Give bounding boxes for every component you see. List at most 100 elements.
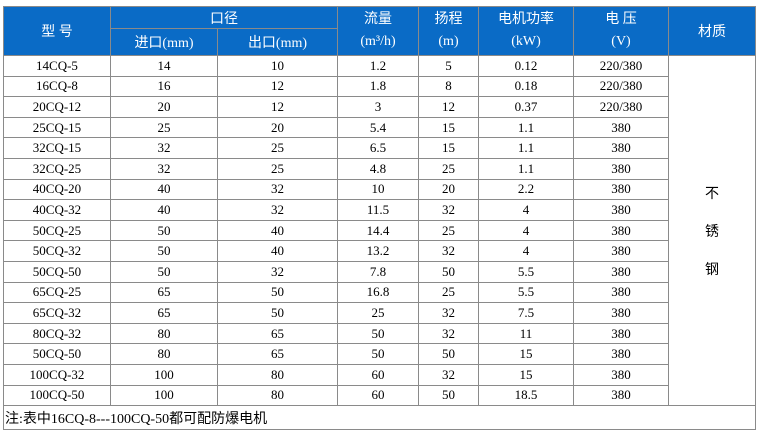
table-row: 16CQ-8 16 12 1.8 8 0.18 220/380 [3, 75, 756, 98]
material-char: 钢 [705, 262, 719, 278]
cell-model: 50CQ-50 [3, 260, 111, 283]
cell-inlet: 65 [110, 302, 218, 324]
cell-model: 14CQ-5 [3, 55, 111, 77]
header-flow-unit: (m³/h) [360, 33, 396, 49]
cell-head: 8 [418, 75, 479, 98]
cell-model: 40CQ-20 [3, 178, 111, 201]
cell-model: 50CQ-32 [3, 240, 111, 262]
table-row: 65CQ-32 65 50 25 32 7.5 380 [3, 302, 756, 324]
header-voltage-unit: (V) [611, 33, 631, 49]
cell-head: 15 [418, 116, 479, 139]
header-head-unit: (m) [438, 33, 459, 49]
cell-flow: 4.8 [337, 157, 419, 180]
header-power-unit: (kW) [511, 33, 541, 49]
cell-flow: 14.4 [337, 219, 419, 242]
cell-inlet: 25 [110, 116, 218, 139]
note-text: 注:表中16CQ-8---100CQ-50都可配防爆电机 [3, 405, 756, 431]
cell-voltage: 380 [573, 240, 669, 262]
cell-head: 32 [418, 199, 479, 221]
cell-outlet: 32 [217, 260, 338, 283]
cell-flow: 5.4 [337, 116, 419, 139]
cell-model: 16CQ-8 [3, 75, 111, 98]
cell-flow: 16.8 [337, 281, 419, 304]
cell-outlet: 40 [217, 219, 338, 242]
table-row: 50CQ-25 50 40 14.4 25 4 380 [3, 219, 756, 242]
table-row: 40CQ-20 40 32 10 20 2.2 380 [3, 178, 756, 201]
table-row: 20CQ-12 20 12 3 12 0.37 220/380 [3, 96, 756, 118]
table-row: 100CQ-32 100 80 60 32 15 380 [3, 363, 756, 386]
cell-outlet: 25 [217, 137, 338, 159]
table-footer: 注:表中16CQ-8---100CQ-50都可配防爆电机 [3, 405, 756, 431]
cell-head: 12 [418, 96, 479, 118]
header-power-label: 电机功率 [498, 11, 554, 27]
cell-model: 40CQ-32 [3, 199, 111, 221]
cell-voltage: 220/380 [573, 96, 669, 118]
cell-inlet: 65 [110, 281, 218, 304]
cell-flow: 11.5 [337, 199, 419, 221]
cell-voltage: 380 [573, 281, 669, 304]
cell-power: 0.37 [478, 96, 574, 118]
cell-voltage: 380 [573, 178, 669, 201]
cell-flow: 50 [337, 343, 419, 365]
cell-flow: 25 [337, 302, 419, 324]
table-body: 14CQ-5 14 10 1.2 5 0.12 220/380 不锈钢 16CQ-8 16 12 1.… [3, 54, 756, 407]
table-row: 50CQ-50 50 32 7.8 50 5.5 380 [3, 260, 756, 283]
table-row: 32CQ-25 32 25 4.8 25 1.1 380 [3, 157, 756, 180]
cell-outlet: 50 [217, 281, 338, 304]
cell-model: 65CQ-25 [3, 281, 111, 304]
cell-voltage: 380 [573, 302, 669, 324]
cell-voltage: 380 [573, 343, 669, 365]
cell-voltage: 380 [573, 363, 669, 386]
header-row-2: 进口(mm) 出口(mm) [4, 28, 756, 56]
cell-head: 50 [418, 343, 479, 365]
cell-inlet: 50 [110, 240, 218, 262]
header-model: 型 号 [3, 6, 111, 56]
cell-inlet: 80 [110, 322, 218, 345]
header-flow-label: 流量 [364, 11, 392, 27]
header-row-1: 型 号 口径 流量 (m³/h) 扬程 (m) 电机功率 (kW) 电 压 (V… [3, 6, 756, 56]
cell-outlet: 50 [217, 302, 338, 324]
cell-outlet: 65 [217, 322, 338, 345]
cell-outlet: 80 [217, 384, 338, 407]
cell-voltage: 220/380 [573, 55, 669, 77]
cell-power: 15 [478, 363, 574, 386]
cell-power: 5.5 [478, 281, 574, 304]
material-char: 不 [705, 186, 719, 202]
cell-outlet: 25 [217, 157, 338, 180]
cell-power: 4 [478, 219, 574, 242]
header-inlet: 进口(mm) [110, 28, 218, 56]
cell-outlet: 20 [217, 116, 338, 139]
cell-voltage: 220/380 [573, 75, 669, 98]
cell-model: 20CQ-12 [3, 96, 111, 118]
cell-head: 25 [418, 157, 479, 180]
header-diameter: 口径 [110, 6, 338, 29]
cell-model: 32CQ-15 [3, 137, 111, 159]
cell-flow: 3 [337, 96, 419, 118]
cell-power: 0.18 [478, 75, 574, 98]
cell-outlet: 32 [217, 178, 338, 201]
table-row: 50CQ-32 50 40 13.2 32 4 380 [3, 240, 756, 262]
cell-inlet: 100 [110, 363, 218, 386]
cell-inlet: 16 [110, 75, 218, 98]
cell-voltage: 380 [573, 116, 669, 139]
cell-flow: 6.5 [337, 137, 419, 159]
header-head: 扬程 (m) [418, 6, 479, 56]
table-row: 14CQ-5 14 10 1.2 5 0.12 220/380 不锈钢 [3, 54, 756, 407]
pump-spec-table: 型 号 口径 流量 (m³/h) 扬程 (m) 电机功率 (kW) 电 压 (V… [3, 6, 756, 431]
cell-voltage: 380 [573, 322, 669, 345]
cell-model: 25CQ-15 [3, 116, 111, 139]
cell-power: 11 [478, 322, 574, 345]
table-row: 40CQ-32 40 32 11.5 32 4 380 [3, 199, 756, 221]
cell-outlet: 65 [217, 343, 338, 365]
header-material: 材质 [668, 6, 756, 56]
header-power: 电机功率 (kW) [478, 6, 574, 56]
cell-power: 2.2 [478, 178, 574, 201]
material-vertical-text: 不锈钢 [670, 183, 755, 279]
cell-outlet: 12 [217, 75, 338, 98]
cell-outlet: 80 [217, 363, 338, 386]
cell-inlet: 50 [110, 260, 218, 283]
note-row: 注:表中16CQ-8---100CQ-50都可配防爆电机 [3, 405, 756, 431]
cell-head: 32 [418, 322, 479, 345]
cell-head: 32 [418, 363, 479, 386]
cell-head: 25 [418, 281, 479, 304]
